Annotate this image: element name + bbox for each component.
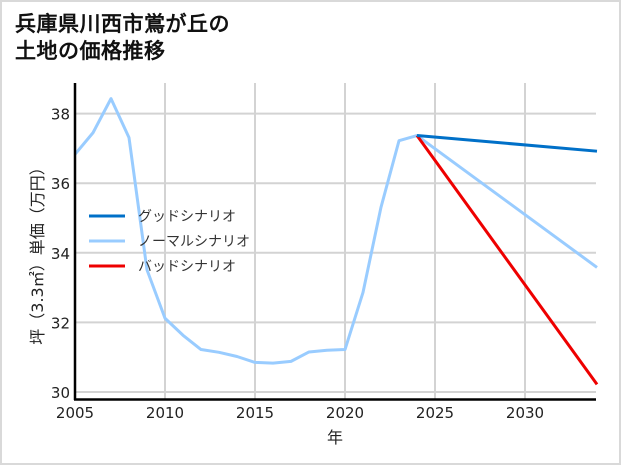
series-lines bbox=[73, 97, 599, 386]
legend-label: グッドシナリオ bbox=[138, 209, 236, 225]
series-line bbox=[416, 134, 598, 153]
y-tick-label: 32 bbox=[51, 314, 70, 332]
x-axis-label: 年 bbox=[327, 428, 343, 447]
series-line bbox=[73, 97, 598, 365]
grid-lines bbox=[75, 83, 596, 400]
y-tick-label: 38 bbox=[51, 106, 70, 124]
x-tick-label: 2010 bbox=[146, 404, 184, 422]
y-tick-label: 34 bbox=[51, 245, 70, 263]
axis-spines bbox=[73, 83, 596, 401]
x-tick-labels: 2005 2010 2015 2020 2025 2030 bbox=[56, 404, 544, 422]
y-tick-label: 36 bbox=[51, 175, 70, 193]
y-axis-label: 坪（3.3㎡）単価（万円） bbox=[28, 159, 47, 344]
legend-label: ノーマルシナリオ bbox=[138, 234, 250, 250]
x-tick-label: 2030 bbox=[506, 404, 544, 422]
series-line bbox=[415, 134, 599, 386]
y-tick-label: 30 bbox=[51, 384, 70, 402]
chart-title: 兵庫県川西市鴬が丘の 土地の価格推移 bbox=[15, 12, 230, 63]
y-tick-labels: 30 32 34 36 38 bbox=[51, 106, 70, 402]
legend-label: バッドシナリオ bbox=[138, 259, 236, 275]
x-tick-label: 2025 bbox=[416, 404, 454, 422]
x-tick-label: 2020 bbox=[326, 404, 364, 422]
x-tick-label: 2005 bbox=[56, 404, 94, 422]
x-tick-label: 2015 bbox=[236, 404, 274, 422]
